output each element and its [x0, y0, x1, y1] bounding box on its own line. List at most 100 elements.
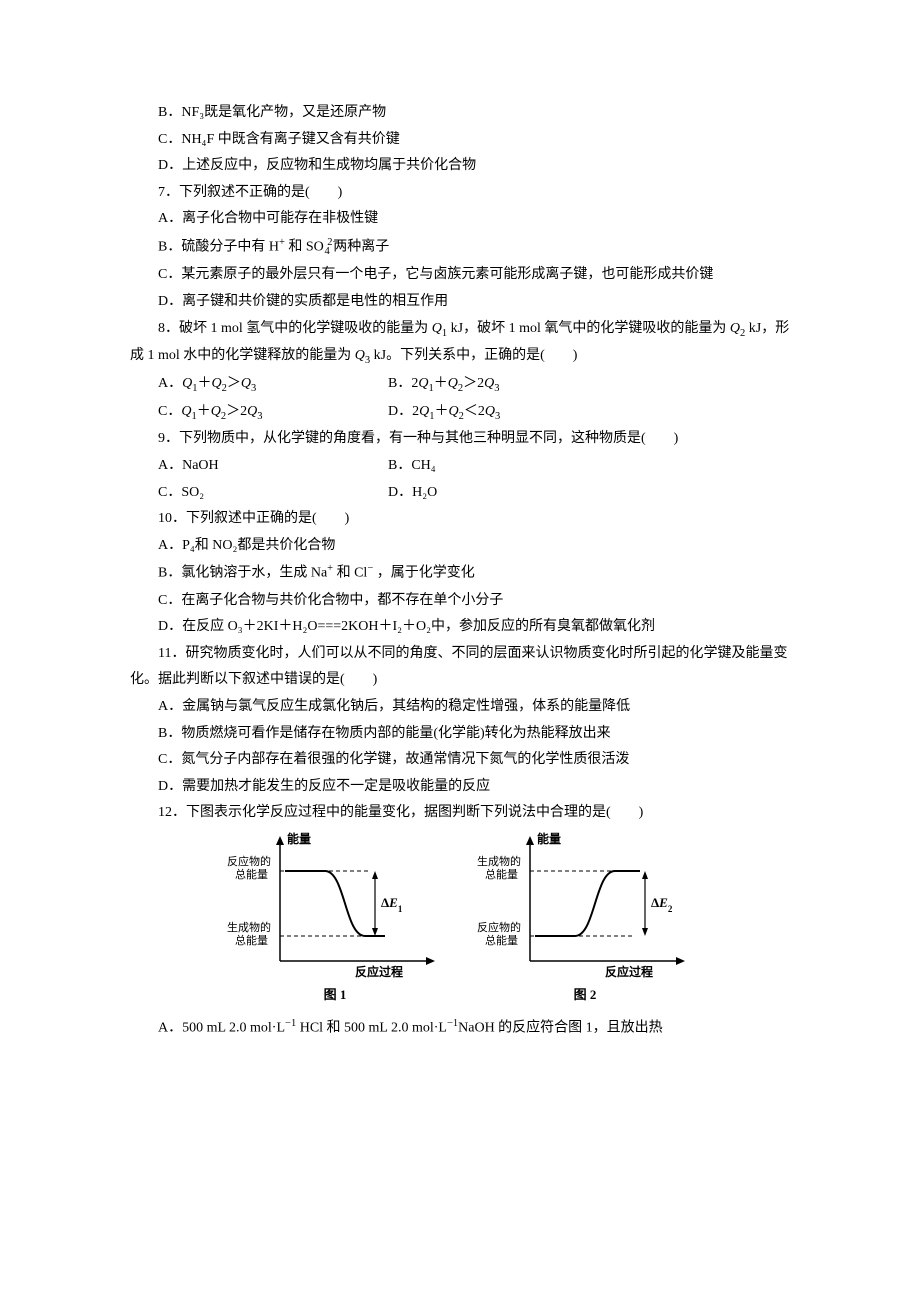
text-line: C．NH₄F 中既含有离子键又含有共价键: [130, 127, 790, 154]
figure-caption: 图 1: [225, 983, 445, 1008]
question-stem: 8．破坏 1 mol 氢气中的化学键吸收的能量为 Q1 kJ，破坏 1 mol …: [130, 316, 790, 371]
text-line: D．上述反应中，反应物和生成物均属于共价化合物: [130, 153, 790, 180]
option: D．在反应 O₃＋2KI＋H₂O===2KOH＋I₂＋O₂中，参加反应的所有臭氧…: [130, 614, 790, 641]
sub: 3: [257, 411, 262, 422]
bottom-label: 反应物的总能量: [477, 920, 521, 947]
var: Q: [418, 376, 428, 391]
option: B．氯化钠溶于水，生成 Na+ 和 Cl− ，属于化学变化: [130, 559, 790, 587]
text: C．: [158, 404, 181, 419]
superscript: −1: [447, 1018, 458, 1029]
question-stem: 10．下列叙述中正确的是( ): [130, 506, 790, 533]
option: C．某元素原子的最外层只有一个电子，它与卤族元素可能形成离子键，也可能形成共价键: [130, 262, 790, 289]
figure-1: 能量 ΔE1 反应物的总能量 生成物的总能量 反应过程 图 1: [225, 831, 445, 1008]
option: B．硫酸分子中有 H+ 和 SO 2−4 两种离子: [130, 233, 790, 262]
option: C．氮气分子内部存在着很强的化学键，故通常情况下氮气的化学性质很活泼: [130, 747, 790, 774]
option: B．物质燃烧可看作是储存在物质内部的能量(化学能)转化为热能释放出来: [130, 721, 790, 748]
figure-row: 能量 ΔE1 反应物的总能量 生成物的总能量 反应过程 图 1: [130, 831, 790, 1008]
text-line: B．NF₃既是氧化产物，又是还原产物: [130, 100, 790, 127]
option: D．2Q1＋Q2＜2Q3: [360, 399, 500, 427]
delta-label: ΔE1: [381, 895, 403, 914]
option: A．500 mL 2.0 mol·L−1 HCl 和 500 mL 2.0 mo…: [130, 1014, 790, 1042]
option: A．金属钠与氯气反应生成氯化钠后，其结构的稳定性增强，体系的能量降低: [130, 694, 790, 721]
var: Q: [355, 348, 365, 363]
sub: 3: [251, 383, 256, 394]
text: ＜2: [464, 404, 485, 419]
option: A．NaOH: [130, 453, 360, 480]
text: ＋: [434, 376, 448, 391]
var: Q: [448, 376, 458, 391]
option-row: A．Q1＋Q2＞Q3 B．2Q1＋Q2＞2Q3: [130, 371, 790, 399]
option: C．Q1＋Q2＞2Q3: [130, 399, 360, 427]
var: Q: [182, 376, 192, 391]
var: Q: [484, 376, 494, 391]
delta-label: ΔE2: [651, 895, 673, 914]
text: ＞2: [226, 404, 247, 419]
energy-diagram-endothermic: 能量 ΔE2 生成物的总能量 反应物的总能量 反应过程: [475, 831, 695, 981]
question-stem: 11．研究物质变化时，人们可以从不同的角度、不同的层面来认识物质变化时所引起的化…: [130, 641, 790, 694]
sub: 3: [494, 383, 499, 394]
ylabel: 能量: [537, 831, 561, 846]
energy-diagram-exothermic: 能量 ΔE1 反应物的总能量 生成物的总能量 反应过程: [225, 831, 445, 981]
option: C．SO₂: [130, 480, 360, 507]
text: 8．破坏 1 mol 氢气中的化学键吸收的能量为: [158, 321, 432, 336]
text: ＋: [198, 376, 212, 391]
text: B．硫酸分子中有 H: [158, 240, 279, 255]
var: Q: [212, 376, 222, 391]
ylabel: 能量: [287, 831, 311, 846]
option: D．需要加热才能发生的反应不一定是吸收能量的反应: [130, 774, 790, 801]
text: D．2: [388, 404, 419, 419]
var: Q: [211, 404, 221, 419]
option: A．P₄和 NO₂都是共价化合物: [130, 533, 790, 560]
figure-caption: 图 2: [475, 983, 695, 1008]
question-stem: 12．下图表示化学反应过程中的能量变化，据图判断下列说法中合理的是( ): [130, 800, 790, 827]
var: Q: [730, 321, 740, 336]
text: 和 Cl: [337, 566, 368, 581]
text: 两种离子: [333, 240, 389, 255]
question-stem: 7．下列叙述不正确的是( ): [130, 180, 790, 207]
sub: 3: [495, 411, 500, 422]
top-label: 反应物的总能量: [227, 854, 271, 881]
top-label: 生成物的总能量: [477, 854, 521, 881]
page: B．NF₃既是氧化产物，又是还原产物 C．NH₄F 中既含有离子键又含有共价键 …: [0, 0, 920, 1302]
text: B．氯化钠溶于水，生成 Na: [158, 566, 327, 581]
bottom-label: 生成物的总能量: [227, 920, 271, 947]
var: Q: [181, 404, 191, 419]
option: B．CH₄: [360, 453, 436, 480]
option-row: C．Q1＋Q2＞2Q3 D．2Q1＋Q2＜2Q3: [130, 399, 790, 427]
text: B．2: [388, 376, 418, 391]
var: Q: [432, 321, 442, 336]
var: Q: [419, 404, 429, 419]
text: NaOH 的反应符合图 1，且放出热: [458, 1020, 663, 1035]
subscript: 4: [324, 246, 329, 257]
var: Q: [241, 376, 251, 391]
text: ＋: [435, 404, 449, 419]
option: C．在离子化合物与共价化合物中，都不存在单个小分子: [130, 588, 790, 615]
question-stem: 9．下列物质中，从化学键的角度看，有一种与其他三种明显不同，这种物质是( ): [130, 426, 790, 453]
option-row: A．NaOH B．CH₄: [130, 453, 790, 480]
option: A．Q1＋Q2＞Q3: [130, 371, 360, 399]
text: A．500 mL 2.0 mol·L: [158, 1020, 285, 1035]
superscript: +: [327, 563, 333, 574]
text: ＋: [197, 404, 211, 419]
xlabel: 反应过程: [355, 964, 403, 979]
superscript: −1: [285, 1018, 296, 1029]
option: D．离子键和共价键的实质都是电性的相互作用: [130, 289, 790, 316]
text: A．: [158, 376, 182, 391]
superscript: −: [367, 563, 373, 574]
option: B．2Q1＋Q2＞2Q3: [360, 371, 499, 399]
superscript: +: [279, 237, 285, 248]
option-row: C．SO₂ D．H₂O: [130, 480, 790, 507]
text: ＞2: [463, 376, 484, 391]
text: C．某元素原子的最外层只有一个电子，它与卤族元素可能形成离子键，也可能形成共价键: [158, 267, 713, 282]
var: Q: [247, 404, 257, 419]
var: Q: [449, 404, 459, 419]
text: HCl 和 500 mL 2.0 mol·L: [296, 1020, 447, 1035]
text: 和 SO: [288, 240, 327, 255]
text: ＞: [227, 376, 241, 391]
text: kJ，破坏 1 mol 氧气中的化学键吸收的能量为: [447, 321, 730, 336]
text: kJ。下列关系中，正确的是( ): [370, 348, 577, 363]
option: A．离子化合物中可能存在非极性键: [130, 206, 790, 233]
var: Q: [485, 404, 495, 419]
option: D．H₂O: [360, 480, 437, 507]
text: ，属于化学变化: [377, 566, 475, 581]
